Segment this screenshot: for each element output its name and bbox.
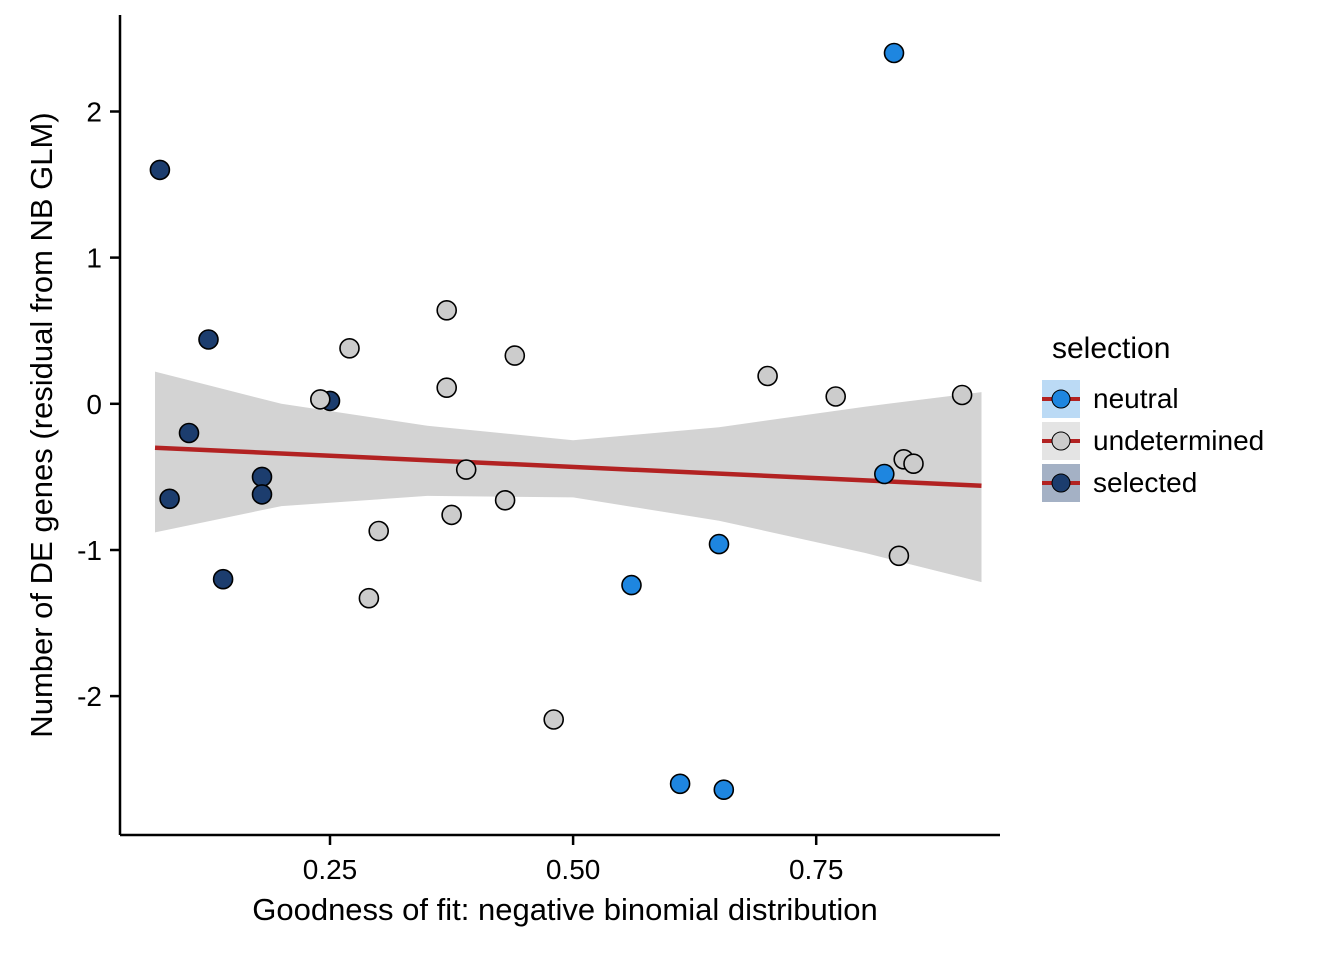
point-undetermined: [436, 377, 458, 399]
point-undetermined: [951, 384, 973, 406]
point-selected: [251, 466, 273, 488]
legend-label-selected: selected: [1093, 467, 1198, 498]
x-axis-title: Goodness of fit: negative binomial distr…: [252, 892, 878, 927]
legend-key-dot-neutral: [1051, 389, 1071, 409]
point-undetermined: [757, 365, 778, 387]
legend-label-neutral: neutral: [1093, 383, 1179, 414]
y-tick-label: 2: [86, 97, 102, 128]
point-undetermined: [543, 709, 565, 730]
point-undetermined: [825, 386, 847, 407]
legend-key-neutral: [1042, 380, 1080, 418]
point-undetermined: [309, 389, 331, 410]
legend-key-dot-selected: [1051, 473, 1071, 493]
point-selected: [212, 568, 234, 590]
point-neutral: [669, 773, 691, 795]
point-selected: [251, 484, 273, 505]
legend-entry-undetermined: undetermined: [1042, 422, 1264, 460]
point-undetermined: [888, 545, 910, 567]
legend-key-dot-undetermined: [1051, 431, 1071, 451]
point-neutral: [708, 533, 730, 555]
x-tick-label: 0.75: [789, 854, 844, 885]
point-undetermined: [455, 459, 477, 480]
point-undetermined: [436, 299, 458, 321]
y-tick-label: 0: [86, 389, 102, 420]
point-undetermined: [903, 453, 924, 475]
point-undetermined: [339, 337, 360, 359]
y-axis-title: Number of DE genes (residual from NB GLM…: [24, 112, 59, 738]
point-undetermined: [358, 587, 380, 609]
point-undetermined: [441, 504, 462, 526]
y-tick-label: -1: [77, 535, 102, 566]
legend-title: selection: [1052, 332, 1171, 365]
legend-key-selected: [1042, 464, 1080, 502]
x-tick-label: 0.25: [303, 854, 358, 885]
point-neutral: [621, 574, 642, 596]
y-tick-label: -2: [77, 681, 102, 712]
point-undetermined: [504, 345, 526, 366]
point-neutral: [713, 779, 735, 801]
point-selected: [159, 488, 180, 510]
x-tick-label: 0.50: [546, 854, 601, 885]
legend-key-undetermined: [1042, 422, 1080, 460]
point-neutral: [873, 463, 895, 485]
point-selected: [149, 159, 171, 181]
point-selected: [198, 329, 219, 350]
point-undetermined: [368, 520, 390, 542]
legend-entry-selected: selected: [1042, 464, 1264, 502]
point-selected: [178, 422, 200, 444]
legend-label-undetermined: undetermined: [1093, 425, 1265, 456]
regression-line: [154, 445, 982, 488]
confidence-ribbon: [155, 371, 982, 583]
point-neutral: [883, 42, 905, 64]
y-tick-label: 1: [86, 243, 102, 274]
legend-entry-neutral: neutral: [1042, 380, 1264, 418]
legend: selection neutral undetermined selected: [1042, 332, 1264, 506]
point-undetermined: [494, 489, 516, 511]
